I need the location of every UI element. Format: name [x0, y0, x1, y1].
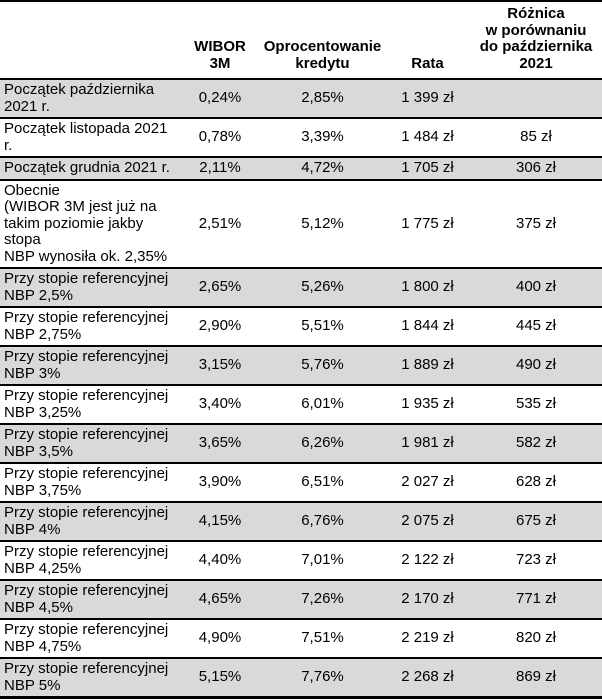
cell-rata: 1 844 zł: [385, 306, 470, 346]
table-row: Przy stopie referencyjnej NBP 2,75% 2,90%…: [0, 306, 602, 346]
cell-rata: 2 075 zł: [385, 501, 470, 541]
table-row: Przy stopie referencyjnej NBP 3,25% 3,40%…: [0, 384, 602, 424]
cell-rata: 2 170 zł: [385, 579, 470, 619]
cell-label: Przy stopie referencyjnej NBP 3,5%: [0, 423, 180, 463]
header-cell-rata: Rata: [385, 1, 470, 80]
cell-wibor: 3,65%: [180, 423, 260, 463]
table-row: Początek grudnia 2021 r. 2,11% 4,72% 1 705 …: [0, 156, 602, 180]
table-header: WIBOR 3M Oprocentowanie kredytu Rata Róż…: [0, 1, 602, 80]
table-row: Przy stopie referencyjnej NBP 4% 4,15% 6,7…: [0, 501, 602, 541]
cell-oprocentowanie: 4,72%: [260, 156, 385, 180]
cell-label: Początek października 2021 r.: [0, 79, 180, 118]
cell-rata: 1 484 zł: [385, 117, 470, 157]
cell-wibor: 2,90%: [180, 306, 260, 346]
cell-roznica: 582 zł: [470, 423, 602, 463]
cell-roznica: 723 zł: [470, 540, 602, 580]
cell-roznica: 85 zł: [470, 117, 602, 157]
cell-roznica: 771 zł: [470, 579, 602, 619]
cell-wibor: 3,90%: [180, 462, 260, 502]
cell-rata: 1 775 zł: [385, 178, 470, 268]
table-row: Przy stopie referencyjnej NBP 3% 3,15% 5,7…: [0, 345, 602, 385]
cell-roznica: 820 zł: [470, 618, 602, 658]
cell-roznica: 490 zł: [470, 345, 602, 385]
cell-oprocentowanie: 6,01%: [260, 384, 385, 424]
cell-oprocentowanie: 2,85%: [260, 79, 385, 118]
table-row: Początek listopada 2021 r. 0,78% 3,39% 1 48…: [0, 117, 602, 157]
cell-wibor: 4,40%: [180, 540, 260, 580]
cell-rata: 1 889 zł: [385, 345, 470, 385]
cell-oprocentowanie: 5,51%: [260, 306, 385, 346]
cell-oprocentowanie: 6,76%: [260, 501, 385, 541]
cell-label: Przy stopie referencyjnej NBP 3%: [0, 345, 180, 385]
cell-roznica: 445 zł: [470, 306, 602, 346]
cell-rata: 1 705 zł: [385, 156, 470, 180]
cell-label: Obecnie (WIBOR 3M jest już na takim pozi…: [0, 178, 180, 268]
cell-rata: 1 981 zł: [385, 423, 470, 463]
cell-label: Przy stopie referencyjnej NBP 2,75%: [0, 306, 180, 346]
table-row: Przy stopie referencyjnej NBP 3,75% 3,90%…: [0, 462, 602, 502]
cell-wibor: 4,15%: [180, 501, 260, 541]
cell-label: Przy stopie referencyjnej NBP 3,25%: [0, 384, 180, 424]
cell-wibor: 3,40%: [180, 384, 260, 424]
cell-wibor: 2,65%: [180, 267, 260, 307]
cell-oprocentowanie: 7,01%: [260, 540, 385, 580]
cell-roznica: [470, 79, 602, 118]
cell-roznica: 306 zł: [470, 156, 602, 180]
cell-roznica: 400 zł: [470, 267, 602, 307]
cell-roznica: 375 zł: [470, 178, 602, 268]
cell-wibor: 4,65%: [180, 579, 260, 619]
cell-wibor: 2,51%: [180, 178, 260, 268]
table-row: Przy stopie referencyjnej NBP 3,5% 3,65% 6…: [0, 423, 602, 463]
cell-label: Przy stopie referencyjnej NBP 4%: [0, 501, 180, 541]
table-body: Początek października 2021 r. 0,24% 2,85% 1…: [0, 79, 602, 698]
cell-rata: 2 219 zł: [385, 618, 470, 658]
cell-label: Przy stopie referencyjnej NBP 4,5%: [0, 579, 180, 619]
table-row: Przy stopie referencyjnej NBP 2,5% 2,65% 5…: [0, 267, 602, 307]
cell-oprocentowanie: 5,76%: [260, 345, 385, 385]
table-row: Początek października 2021 r. 0,24% 2,85% 1…: [0, 79, 602, 118]
cell-label: Przy stopie referencyjnej NBP 2,5%: [0, 267, 180, 307]
cell-label: Przy stopie referencyjnej NBP 3,75%: [0, 462, 180, 502]
cell-wibor: 3,15%: [180, 345, 260, 385]
cell-oprocentowanie: 3,39%: [260, 117, 385, 157]
cell-oprocentowanie: 5,12%: [260, 178, 385, 268]
cell-rata: 1 800 zł: [385, 267, 470, 307]
header-row: WIBOR 3M Oprocentowanie kredytu Rata Róż…: [0, 1, 602, 80]
cell-roznica: 535 zł: [470, 384, 602, 424]
header-cell-empty: [0, 1, 180, 80]
table-row: Przy stopie referencyjnej NBP 4,25% 4,40%…: [0, 540, 602, 580]
cell-label: Początek listopada 2021 r.: [0, 117, 180, 157]
cell-oprocentowanie: 7,26%: [260, 579, 385, 619]
cell-rata: 2 122 zł: [385, 540, 470, 580]
cell-oprocentowanie: 6,51%: [260, 462, 385, 502]
cell-wibor: 0,24%: [180, 79, 260, 118]
cell-wibor: 0,78%: [180, 117, 260, 157]
cell-roznica: 675 zł: [470, 501, 602, 541]
cell-wibor: 4,90%: [180, 618, 260, 658]
table-row: Przy stopie referencyjnej NBP 4,75% 4,90%…: [0, 618, 602, 658]
cell-rata: 1 935 zł: [385, 384, 470, 424]
table-row: Obecnie (WIBOR 3M jest już na takim pozi…: [0, 178, 602, 268]
cell-oprocentowanie: 7,51%: [260, 618, 385, 658]
cell-oprocentowanie: 5,26%: [260, 267, 385, 307]
cell-oprocentowanie: 6,26%: [260, 423, 385, 463]
cell-label: Przy stopie referencyjnej NBP 4,25%: [0, 540, 180, 580]
header-cell-oprocentowanie-kredytu: Oprocentowanie kredytu: [260, 1, 385, 80]
cell-rata: 2 027 zł: [385, 462, 470, 502]
cell-wibor: 2,11%: [180, 156, 260, 180]
table-row: Przy stopie referencyjnej NBP 4,5% 4,65% 7…: [0, 579, 602, 619]
header-cell-roznica: Różnica w porównaniu do października 202…: [470, 1, 602, 80]
cell-label: Początek grudnia 2021 r.: [0, 156, 180, 180]
cell-roznica: 628 zł: [470, 462, 602, 502]
cell-rata: 1 399 zł: [385, 79, 470, 118]
cell-label: Przy stopie referencyjnej NBP 4,75%: [0, 618, 180, 658]
header-cell-wibor-3m: WIBOR 3M: [180, 1, 260, 80]
